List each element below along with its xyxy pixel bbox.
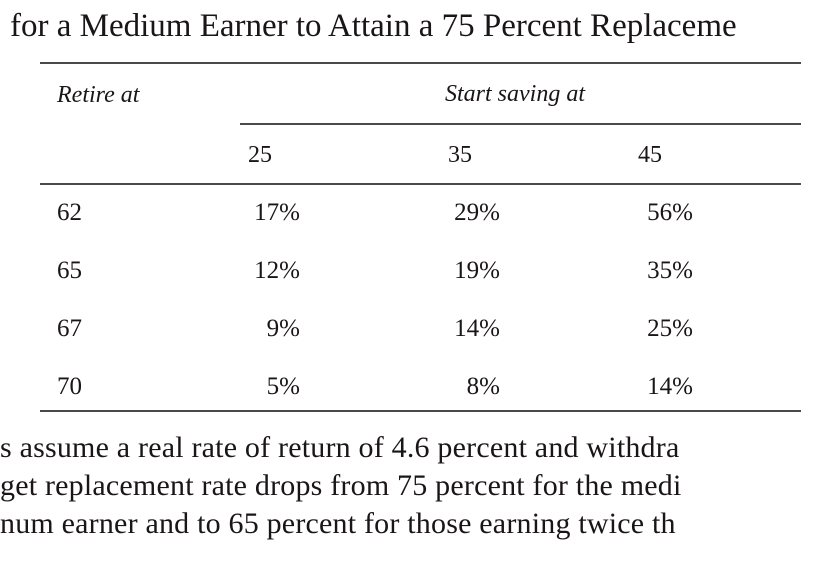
column-group-rule	[240, 123, 801, 125]
value-cell: 8%	[466, 373, 500, 400]
row-header-label: Retire at	[57, 82, 140, 108]
savings-rate-table: Retire at Start saving at 25 35 45 62 17…	[40, 62, 801, 414]
note-line: num earner and to 65 percent for those e…	[0, 507, 676, 540]
table-row: 70 5% 8% 14%	[40, 361, 801, 413]
value-cell: 25%	[647, 315, 693, 342]
value-cell: 12%	[254, 257, 300, 284]
table-row: 67 9% 14% 25%	[40, 303, 801, 355]
value-cell: 19%	[454, 257, 500, 284]
value-cell: 29%	[454, 199, 500, 226]
value-cell: 14%	[647, 373, 693, 400]
note-line: get replacement rate drops from 75 perce…	[0, 469, 682, 502]
column-header-45: 45	[638, 142, 662, 168]
retire-age-cell: 67	[57, 315, 82, 342]
table-row: 65 12% 19% 35%	[40, 245, 801, 297]
value-cell: 9%	[266, 315, 300, 342]
table-rule-bottom	[40, 410, 801, 412]
value-cell: 14%	[454, 315, 500, 342]
column-header-25: 25	[248, 142, 272, 168]
retire-age-cell: 65	[57, 257, 82, 284]
value-cell: 5%	[266, 373, 300, 400]
retire-age-cell: 62	[57, 199, 82, 226]
table-row: 62 17% 29% 56%	[40, 187, 801, 239]
value-cell: 17%	[254, 199, 300, 226]
table-note: s assume a real rate of return of 4.6 pe…	[0, 429, 825, 559]
table-rule-header	[40, 183, 801, 185]
note-line: s assume a real rate of return of 4.6 pe…	[0, 431, 680, 464]
value-cell: 56%	[647, 199, 693, 226]
column-header-35: 35	[448, 142, 472, 168]
value-cell: 35%	[647, 257, 693, 284]
column-group-label: Start saving at	[445, 81, 586, 107]
table-rule-top	[40, 62, 801, 64]
retire-age-cell: 70	[57, 373, 82, 400]
page-title: for a Medium Earner to Attain a 75 Perce…	[10, 8, 737, 44]
